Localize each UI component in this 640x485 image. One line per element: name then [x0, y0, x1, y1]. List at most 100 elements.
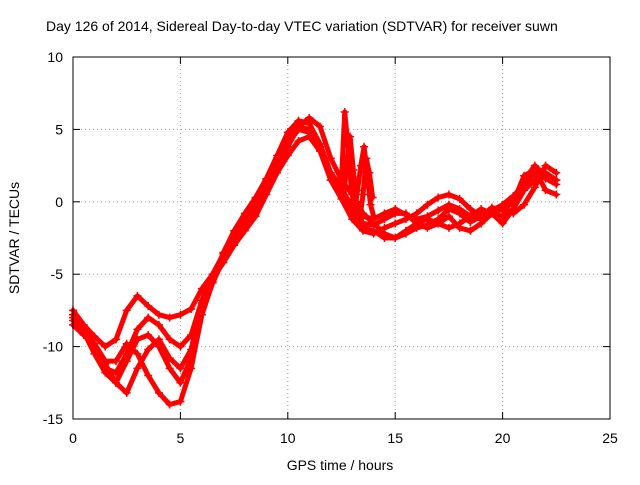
data-point [144, 345, 153, 354]
data-point [444, 212, 453, 221]
chart-title: Day 126 of 2014, Sidereal Day-to-day VTE… [46, 18, 558, 34]
data-point [349, 165, 358, 174]
data-point [187, 345, 196, 354]
data-point [197, 296, 206, 305]
y-tick-label: -10 [43, 339, 63, 355]
data-point [165, 313, 174, 322]
y-tick-label: -5 [51, 266, 64, 282]
data-point [133, 349, 142, 358]
series-line [70, 124, 559, 376]
y-axis-label: SDTVAR / TECUs [6, 182, 22, 294]
data-point [101, 342, 110, 351]
data-point [466, 205, 475, 214]
x-tick-label: 10 [280, 430, 296, 446]
data-point [294, 122, 303, 131]
data-point [530, 168, 539, 177]
data-point [477, 205, 486, 214]
series-track-3 [69, 113, 561, 409]
data-point [380, 234, 389, 242]
data-point [230, 241, 239, 250]
series-track-5 [69, 122, 561, 377]
data-point [355, 215, 364, 224]
data-point [401, 226, 410, 235]
data-point [358, 190, 367, 199]
data-point [360, 142, 369, 151]
x-tick-label: 5 [177, 430, 185, 446]
data-point [342, 157, 351, 166]
data-point [101, 364, 110, 373]
x-tick-label: 15 [387, 430, 403, 446]
data-point [176, 397, 185, 406]
data-point [154, 388, 163, 397]
data-point [509, 205, 518, 214]
data-point [541, 161, 550, 170]
data-point [434, 206, 443, 215]
data-point [283, 151, 292, 160]
data-point [144, 371, 153, 380]
data-point [380, 209, 389, 218]
axis-ticks: 0 5 10 15 20 25 -15 -10 -5 0 5 10 [43, 49, 618, 446]
data-point [541, 174, 550, 183]
data-point [530, 183, 539, 192]
x-axis-label: GPS time / hours [287, 457, 394, 473]
data-point [348, 212, 357, 221]
data-point [133, 291, 142, 300]
data-point [251, 212, 260, 221]
series-line [341, 134, 376, 222]
data-point [391, 219, 400, 228]
data-point [187, 364, 196, 373]
data-point [346, 132, 355, 141]
data-point [455, 219, 464, 228]
data-point [165, 354, 174, 363]
data-point [154, 310, 163, 319]
data-point [434, 219, 443, 228]
data-point [165, 364, 174, 373]
data-point [498, 219, 507, 228]
data-point [352, 197, 361, 206]
data-point [369, 226, 378, 235]
data-point [187, 331, 196, 340]
data-point [144, 313, 153, 322]
series-track-2 [69, 116, 561, 387]
x-tick-label: 0 [69, 430, 77, 446]
data-point [391, 205, 400, 214]
data-point [294, 136, 303, 145]
data-point [466, 226, 475, 235]
series-line [70, 126, 559, 350]
data-point [176, 342, 185, 351]
x-tick-label: 20 [495, 430, 511, 446]
data-point [176, 364, 185, 373]
data-point [316, 122, 325, 131]
data-point [339, 194, 348, 203]
data-point [187, 304, 196, 313]
series-line [70, 134, 559, 396]
data-point [144, 331, 153, 340]
data-point [541, 186, 550, 195]
data-point [144, 302, 153, 311]
data-point [412, 215, 421, 224]
series-track-4 [69, 132, 561, 397]
data-point [530, 176, 539, 185]
data-point [520, 200, 529, 209]
data-point [273, 157, 282, 166]
data-point [520, 171, 529, 180]
data-point [79, 325, 88, 334]
data-point [368, 193, 377, 202]
data-point [122, 306, 131, 315]
data-point [283, 132, 292, 141]
data-point [509, 192, 518, 201]
data-point [423, 200, 432, 209]
data-point [165, 335, 174, 344]
data-point [326, 154, 335, 163]
data-point [498, 200, 507, 209]
data-point [340, 108, 349, 117]
series-line [70, 115, 559, 407]
data-point [520, 180, 529, 189]
data-point [251, 200, 260, 209]
data-point [391, 234, 400, 242]
data-point [369, 212, 378, 221]
data-point [111, 368, 120, 377]
data-point [122, 388, 131, 397]
